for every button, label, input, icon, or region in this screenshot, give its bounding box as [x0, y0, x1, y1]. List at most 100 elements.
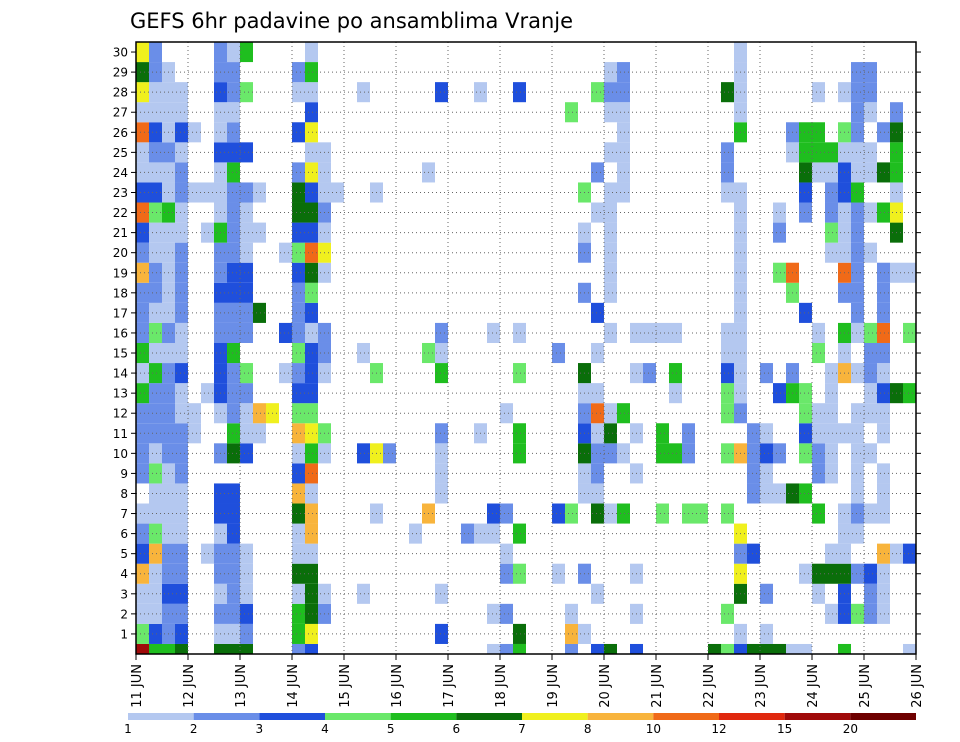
heatmap-cell	[604, 282, 617, 303]
heatmap-cell	[253, 403, 266, 424]
heatmap-cell	[305, 363, 318, 384]
heatmap-cell	[604, 403, 617, 424]
heatmap-cell	[825, 142, 838, 163]
heatmap-cell	[175, 182, 188, 203]
heatmap-cell	[708, 643, 721, 654]
heatmap-cell	[903, 383, 916, 404]
heatmap-cell	[227, 282, 240, 303]
heatmap-cell	[851, 322, 864, 343]
heatmap-cell	[851, 162, 864, 183]
heatmap-cell	[851, 423, 864, 444]
heatmap-cell	[253, 302, 266, 323]
heatmap-cell	[149, 242, 162, 263]
heatmap-cell	[513, 523, 526, 544]
heatmap-cell	[136, 182, 149, 203]
heatmap-cell	[825, 403, 838, 424]
heatmap-cell	[240, 302, 253, 323]
heatmap-cell	[851, 122, 864, 143]
heatmap-cell	[240, 563, 253, 584]
heatmap-cell	[903, 262, 916, 283]
heatmap-cell	[214, 42, 227, 63]
heatmap-cell	[513, 643, 526, 654]
heatmap-cell	[773, 443, 786, 464]
x-tick-label: 20 JUN	[598, 664, 613, 708]
heatmap-cell	[721, 603, 734, 624]
heatmap-cell	[864, 603, 877, 624]
heatmap-cell	[864, 322, 877, 343]
x-tick-label: 14 JUN	[286, 664, 301, 708]
heatmap-cell	[773, 383, 786, 404]
heatmap-cell	[864, 583, 877, 604]
heatmap-cell	[864, 383, 877, 404]
heatmap-cell	[825, 443, 838, 464]
heatmap-cell	[877, 583, 890, 604]
heatmap-cell	[175, 543, 188, 564]
heatmap-cell	[435, 483, 448, 504]
heatmap-cell	[851, 262, 864, 283]
y-tick-label: 27	[113, 106, 128, 120]
y-tick-label: 30	[113, 46, 128, 60]
heatmap-cell	[864, 443, 877, 464]
heatmap-cell	[825, 383, 838, 404]
heatmap-cell	[227, 403, 240, 424]
heatmap-cell	[227, 242, 240, 263]
heatmap-cell	[292, 202, 305, 223]
heatmap-cell	[656, 503, 669, 524]
heatmap-cell	[851, 302, 864, 323]
heatmap-cell	[604, 322, 617, 343]
heatmap-cell	[305, 443, 318, 464]
heatmap-cell	[591, 202, 604, 223]
heatmap-cell	[149, 623, 162, 644]
heatmap-cell	[188, 403, 201, 424]
heatmap-cell	[136, 262, 149, 283]
heatmap-cell	[500, 643, 513, 654]
heatmap-cell	[604, 62, 617, 83]
heatmap-cell	[812, 82, 825, 103]
heatmap-cell	[292, 543, 305, 564]
colorbar-label: 4	[321, 722, 329, 736]
y-tick-label: 28	[113, 86, 128, 100]
heatmap-cell	[149, 383, 162, 404]
heatmap-cell	[877, 302, 890, 323]
heatmap-cell	[747, 643, 760, 654]
x-tick-label: 13 JUN	[234, 664, 249, 708]
heatmap-cell	[175, 383, 188, 404]
heatmap-cell	[487, 603, 500, 624]
x-tick-label: 11 JUN	[130, 664, 145, 708]
heatmap-cell	[825, 463, 838, 484]
heatmap-cell	[604, 102, 617, 123]
heatmap-cell	[240, 222, 253, 243]
heatmap-cell	[604, 443, 617, 464]
heatmap-cell	[175, 423, 188, 444]
heatmap-cell	[799, 202, 812, 223]
heatmap-cell	[149, 322, 162, 343]
heatmap-cell	[760, 443, 773, 464]
heatmap-cell	[136, 563, 149, 584]
heatmap-cell	[812, 463, 825, 484]
heatmap-cell	[149, 122, 162, 143]
heatmap-cell	[851, 463, 864, 484]
heatmap-cell	[149, 162, 162, 183]
heatmap-cell	[136, 202, 149, 223]
heatmap-cell	[136, 302, 149, 323]
heatmap-cell	[227, 182, 240, 203]
heatmap-cell	[799, 182, 812, 203]
y-tick-label: 18	[113, 286, 128, 300]
heatmap-cell	[149, 142, 162, 163]
y-tick-label: 20	[113, 246, 128, 260]
heatmap-cell	[721, 643, 734, 654]
heatmap-cell	[812, 322, 825, 343]
colorbar-swatch	[784, 713, 851, 720]
heatmap-cell	[591, 483, 604, 504]
y-tick-label: 23	[113, 186, 128, 200]
x-tick-label: 15 JUN	[338, 664, 353, 708]
colorbar-label: 2	[190, 722, 198, 736]
heatmap-cell	[240, 643, 253, 654]
heatmap-cell	[812, 162, 825, 183]
heatmap-cell	[799, 122, 812, 143]
y-tick-label: 21	[113, 226, 128, 240]
heatmap-cell	[149, 262, 162, 283]
heatmap-cell	[175, 82, 188, 103]
heatmap-cell	[591, 443, 604, 464]
heatmap-cell	[812, 122, 825, 143]
